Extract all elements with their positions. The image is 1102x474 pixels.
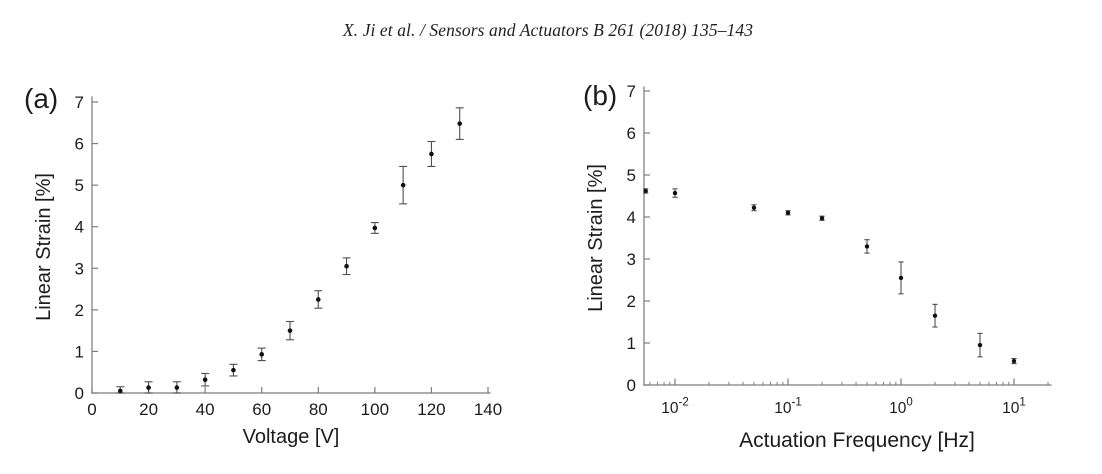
x-tick-label: 120 [417,400,445,419]
panel-label: (a) [24,83,58,114]
y-tick-label: 0 [75,384,84,403]
data-points [643,188,1017,364]
axes [91,96,491,394]
data-point-marker [315,297,321,302]
y-axis-label: Linear Strain [%] [585,164,607,312]
paper-citation: X. Ji et al. / Sensors and Actuators B 2… [342,20,754,40]
data-point-marker [898,275,904,281]
data-point-marker [457,121,463,126]
y-tick-label: 1 [627,334,636,353]
x-tick-label: 140 [474,400,502,419]
x-tick-label: 10-2 [661,397,688,418]
y-axis-ticks: 0 1 2 3 4 5 6 7 [75,93,98,403]
x-axis-ticks: 10-2 10-1 100 101 [649,378,1049,418]
x-tick-label: 20 [139,400,158,419]
x-tick-label: 100 [889,397,913,418]
x-tick-label: 10-1 [774,397,801,418]
data-point-marker [751,205,757,210]
x-axis-label: Actuation Frequency [Hz] [739,429,975,452]
x-axis-label: Voltage [V] [243,426,340,448]
y-tick-label: 0 [627,376,636,395]
y-tick-label: 4 [627,208,636,227]
y-tick-label: 5 [75,176,84,195]
data-points [117,121,463,394]
axes [643,86,1052,386]
data-point-marker [400,182,406,188]
y-axis-label: Linear Strain [%] [33,173,55,321]
y-tick-label: 2 [627,292,636,311]
data-point-marker [977,342,983,348]
y-tick-label: 6 [627,124,636,143]
data-point-marker [643,188,648,194]
data-point-marker [372,225,378,231]
data-point-marker [231,367,236,373]
data-point-marker [202,377,208,382]
error-bars [643,188,1017,365]
data-point-marker [785,210,791,215]
y-tick-label: 4 [75,218,84,237]
y-tick-label: 1 [75,342,84,361]
y-tick-label: 3 [627,250,636,269]
panel-b-strain-vs-frequency-chart: 0 1 2 3 4 5 6 7 10-2 10-1 100 101 Actuation Frequenc… [583,80,1052,452]
data-point-marker [344,263,349,269]
y-tick-label: 3 [75,259,84,278]
data-point-marker [932,313,938,318]
y-tick-label: 2 [75,301,84,320]
x-tick-label: 0 [87,400,96,419]
panel-a-strain-vs-voltage-chart: 0 1 2 3 4 5 6 7 0 20 40 60 80 100 120 140 Voltage [V] Lin… [24,83,502,448]
data-point-marker [287,328,293,333]
x-axis-ticks: 0 20 40 60 80 100 120 140 [87,387,502,419]
x-tick-label: 60 [252,400,271,419]
x-tick-label: 80 [309,400,328,419]
data-point-marker [429,151,434,157]
error-bars [116,107,464,394]
x-tick-label: 100 [361,400,389,419]
data-point-marker [819,216,825,221]
y-axis-ticks: 0 1 2 3 4 5 6 7 [627,82,650,395]
y-tick-label: 6 [75,135,84,154]
data-point-marker [259,352,265,357]
y-tick-label: 5 [627,166,636,185]
data-point-marker [146,385,151,390]
data-point-marker [864,244,870,249]
data-point-marker [174,385,180,390]
x-tick-label: 101 [1002,397,1026,418]
data-point-marker [1011,358,1017,364]
data-point-marker [672,190,678,196]
panel-label: (b) [583,80,617,111]
y-tick-label: 7 [75,93,84,112]
y-tick-label: 7 [627,82,636,101]
data-point-marker [117,388,123,394]
x-tick-label: 40 [196,400,215,419]
